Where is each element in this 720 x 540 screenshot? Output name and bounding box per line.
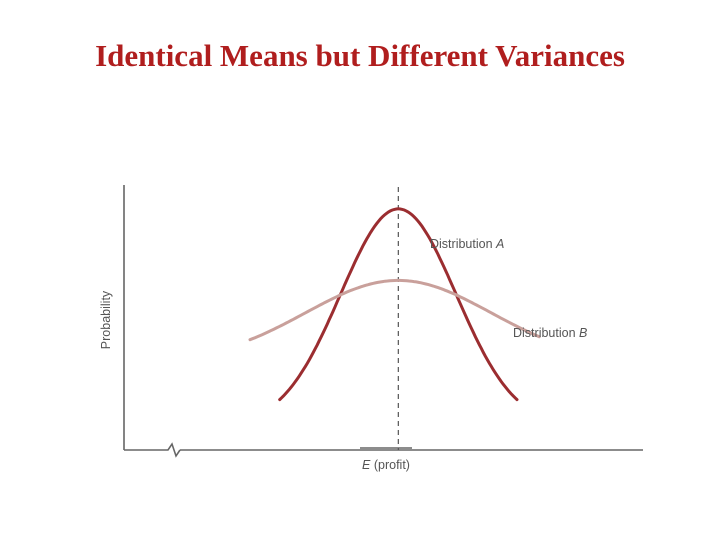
slide-title: Identical Means but Different Variances: [95, 38, 625, 73]
y-axis-label: Probability: [99, 290, 113, 349]
distribution-a-label: Distribution A: [430, 237, 504, 251]
distribution-a-curve: [278, 207, 519, 402]
x-axis-label: E (profit): [362, 458, 410, 472]
distribution-b-label: Distribution B: [513, 326, 587, 340]
distribution-b-curve: [248, 278, 541, 342]
x-axis: [124, 442, 643, 458]
